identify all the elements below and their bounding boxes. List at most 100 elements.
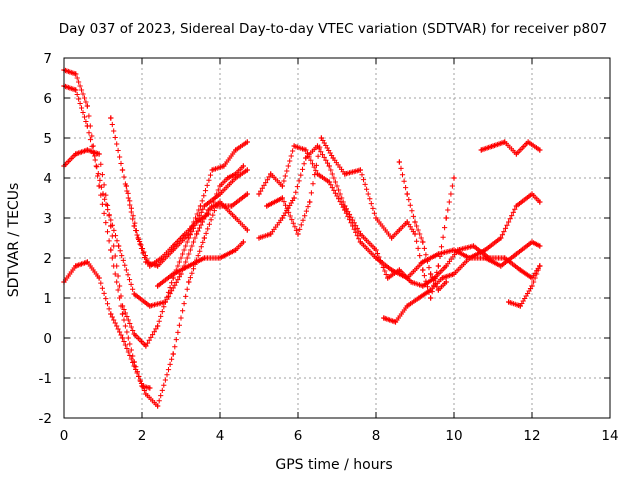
data-point <box>307 199 313 205</box>
data-point <box>205 211 211 217</box>
data-point <box>256 191 262 197</box>
y-tick-label: -1 <box>39 371 52 387</box>
data-point <box>396 159 402 165</box>
data-point <box>420 283 426 289</box>
data-point <box>513 203 519 209</box>
x-tick-label: 6 <box>294 428 303 444</box>
data-point <box>119 311 126 317</box>
data-point <box>513 251 519 257</box>
data-point <box>268 171 274 177</box>
data-point <box>326 179 332 185</box>
data-point <box>478 147 484 153</box>
data-point <box>131 291 137 297</box>
data-point <box>482 247 488 253</box>
data-point <box>135 235 141 241</box>
data-point <box>428 295 434 301</box>
chart-title: Day 037 of 2023, Sidereal Day-to-day VTE… <box>59 21 608 37</box>
data-point <box>529 239 535 245</box>
data-point <box>84 259 90 265</box>
data-point <box>170 271 176 277</box>
data-point <box>330 155 336 161</box>
y-tick-label: 1 <box>43 291 52 307</box>
data-point <box>217 255 223 261</box>
data-point <box>326 163 332 169</box>
data-point <box>194 219 200 225</box>
data-point <box>143 391 149 397</box>
data-point <box>529 283 535 289</box>
series-track-7 <box>155 239 246 289</box>
data-point <box>517 267 523 273</box>
data-point <box>291 143 297 149</box>
data-point <box>470 243 477 249</box>
data-point <box>502 255 508 261</box>
data-point <box>404 191 410 197</box>
data-point <box>119 303 126 309</box>
data-point <box>451 175 457 181</box>
data-point <box>147 385 153 391</box>
data-point <box>240 239 246 245</box>
x-tick-label: 10 <box>445 428 462 444</box>
data-point <box>498 235 504 241</box>
data-point <box>170 351 176 357</box>
data-point <box>221 163 227 169</box>
data-point <box>342 171 348 177</box>
data-point <box>209 167 215 173</box>
data-point <box>279 195 285 201</box>
data-point <box>517 303 523 309</box>
data-point <box>529 191 535 197</box>
data-point <box>158 255 165 261</box>
data-point <box>108 115 114 121</box>
data-point <box>108 223 114 229</box>
x-tick-label: 8 <box>372 428 381 444</box>
data-point <box>389 235 395 241</box>
y-axis-label: SDTVAR / TECUs <box>6 183 22 298</box>
data-point <box>73 71 79 77</box>
data-point <box>455 247 461 253</box>
data-point <box>256 235 262 241</box>
data-point <box>201 235 207 241</box>
data-point <box>431 275 438 281</box>
data-point <box>451 271 457 277</box>
data-point <box>233 247 239 253</box>
data-point <box>412 231 418 237</box>
data-point <box>233 171 239 177</box>
data-point <box>357 167 363 173</box>
data-point <box>404 303 410 309</box>
data-point <box>108 311 114 317</box>
data-point <box>373 247 379 253</box>
series-track-6 <box>123 163 246 269</box>
data-point <box>342 203 348 209</box>
data-point <box>396 227 402 233</box>
data-point <box>73 263 79 269</box>
data-point <box>303 147 309 153</box>
data-point <box>279 215 285 221</box>
plot-frame <box>63 57 611 419</box>
data-point <box>435 287 441 293</box>
data-point <box>244 167 250 173</box>
y-tick-label: 7 <box>43 51 52 67</box>
data-point <box>108 247 114 253</box>
data-point <box>467 255 473 261</box>
x-tick-label: 4 <box>216 428 225 444</box>
data-point <box>525 139 531 145</box>
data-point <box>357 239 363 245</box>
series-track-4 <box>61 191 250 409</box>
y-tick-label: 5 <box>43 131 52 147</box>
data-point <box>498 263 504 269</box>
series-track-9 <box>256 143 543 289</box>
data-point <box>96 151 102 157</box>
data-point <box>416 295 422 301</box>
data-point <box>116 243 122 249</box>
data-point <box>389 267 395 273</box>
data-point <box>229 203 235 209</box>
data-point <box>295 231 301 237</box>
data-point <box>143 343 149 349</box>
data-point <box>84 147 90 153</box>
data-point <box>186 279 192 285</box>
data-point <box>84 103 90 109</box>
y-tick-label: 6 <box>43 91 52 107</box>
data-point <box>96 275 102 281</box>
y-tick-label: 0 <box>43 331 52 347</box>
data-point <box>318 135 324 141</box>
